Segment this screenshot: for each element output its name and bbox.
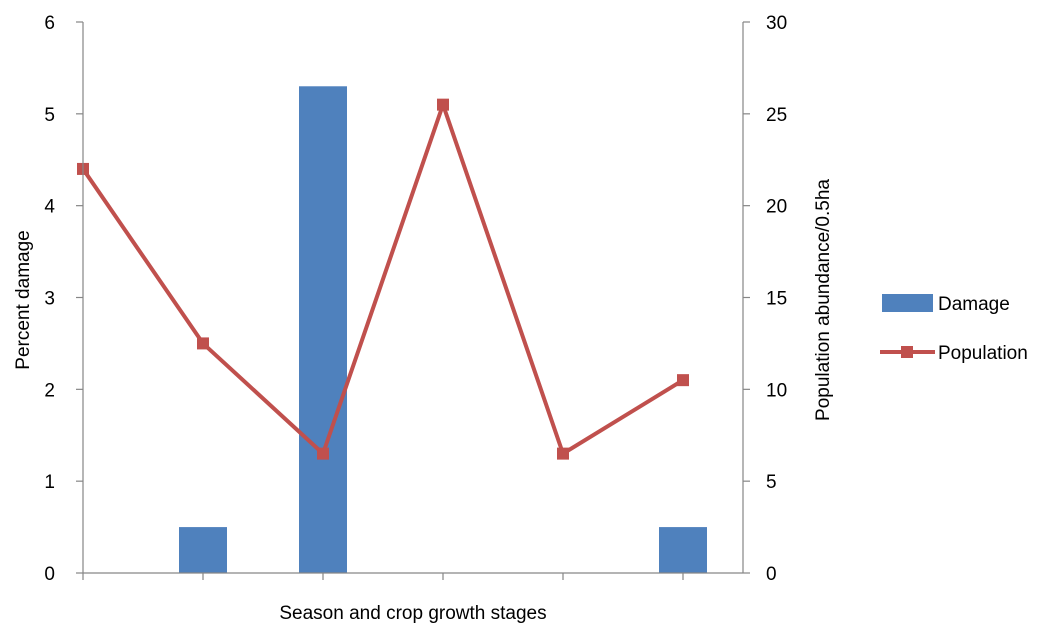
legend-swatch-damage — [882, 294, 933, 312]
y2-axis-title: Population abundance/0.5ha — [813, 179, 834, 421]
legend: Damage Population — [880, 294, 1028, 364]
bar-damage — [299, 86, 347, 574]
population-series — [77, 98, 689, 460]
bar-damage — [659, 527, 707, 573]
x-axis-ticks — [82, 573, 684, 580]
right-tick-label: 20 — [766, 197, 787, 218]
right-tick-label: 0 — [766, 564, 777, 585]
legend-label-population: Population — [938, 343, 1028, 364]
population-line — [81, 102, 685, 456]
legend-marker-population — [901, 346, 913, 358]
left-tick-label: 0 — [44, 564, 55, 585]
right-tick-label: 15 — [766, 289, 787, 310]
population-point — [317, 447, 329, 460]
left-tick-label: 3 — [44, 289, 55, 310]
legend-label-damage: Damage — [938, 294, 1010, 315]
right-axis-ticks: 0 5 10 15 20 25 30 — [743, 13, 787, 585]
right-tick-label: 5 — [766, 472, 777, 493]
x-axis-title: Season and crop growth stages — [279, 603, 546, 624]
right-tick-label: 10 — [766, 380, 787, 401]
left-axis-ticks: 0 1 2 3 4 5 6 — [44, 13, 83, 585]
population-point — [197, 337, 209, 350]
y-axis-title: Percent damage — [13, 230, 34, 369]
right-tick-label: 30 — [766, 13, 787, 34]
left-tick-label: 2 — [44, 380, 55, 401]
left-tick-label: 4 — [44, 197, 55, 218]
right-tick-label: 25 — [766, 105, 787, 126]
bar-damage — [179, 527, 227, 573]
population-point — [437, 98, 449, 111]
left-tick-label: 6 — [44, 13, 55, 34]
population-point — [677, 374, 689, 387]
damage-bars — [179, 86, 707, 574]
population-point — [557, 447, 569, 460]
left-tick-label: 5 — [44, 105, 55, 126]
left-tick-label: 1 — [44, 472, 55, 493]
